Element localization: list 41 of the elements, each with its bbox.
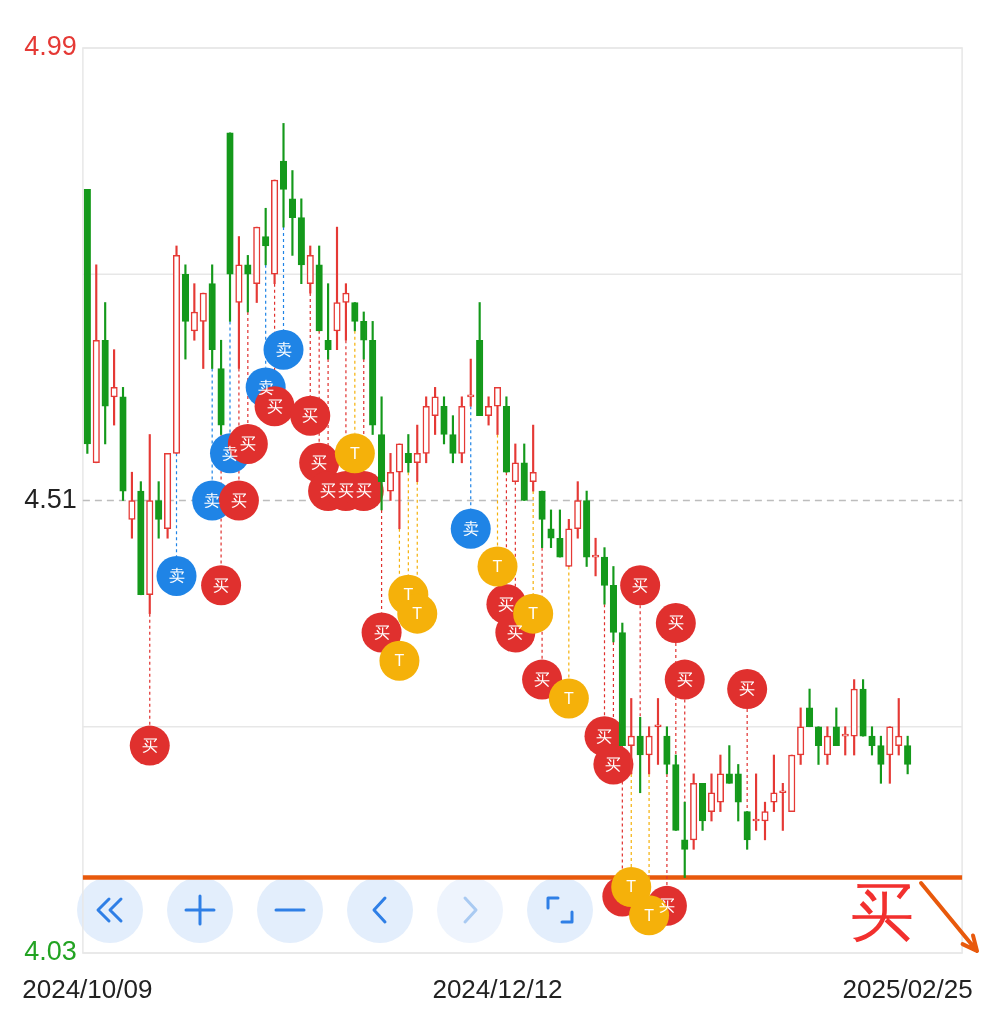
x-tick-label: 2024/12/12 (432, 973, 563, 1004)
x-tick-label: 2024/10/09 (22, 973, 153, 1004)
text: 买 (676, 671, 693, 689)
text: 买 (373, 623, 390, 641)
text: T (394, 652, 405, 670)
text: 卖 (168, 567, 185, 585)
x-tick-label: 2025/02/25 (842, 973, 973, 1004)
text: T (563, 689, 574, 707)
text: T (412, 605, 423, 623)
series-label: 卖 (275, 341, 292, 359)
text: 卖 (462, 520, 479, 538)
text: T (349, 444, 360, 462)
text: 买 (230, 491, 247, 509)
text: 买 (320, 482, 337, 500)
text: 买 (239, 435, 256, 453)
y-tick-label: 4.51 (24, 483, 77, 514)
text: 买 (596, 727, 613, 745)
series-label: T (403, 586, 414, 604)
annotation: 买 (850, 875, 915, 948)
y-tick-label: 4.99 (24, 31, 77, 62)
text: 买 (507, 623, 524, 641)
text: 买 (266, 397, 283, 415)
text: 买 (355, 482, 372, 500)
text: T (528, 605, 539, 623)
text: T (644, 906, 654, 924)
text: 买 (311, 454, 328, 472)
series-label: 买 (498, 595, 515, 613)
text: 买 (213, 576, 230, 594)
text: 买 (667, 614, 684, 632)
text: 买 (302, 407, 319, 425)
text: 买 (605, 755, 622, 773)
text: 买 (534, 671, 551, 689)
y-tick-label: 4.03 (24, 936, 77, 967)
text: 买 (141, 737, 158, 755)
text: 卖 (204, 491, 221, 509)
text: 买 (337, 482, 354, 500)
text: 买 (739, 680, 756, 698)
text: T (626, 878, 637, 896)
text: 买 (632, 576, 649, 594)
text: T (492, 557, 503, 575)
text: 买 (658, 897, 675, 915)
